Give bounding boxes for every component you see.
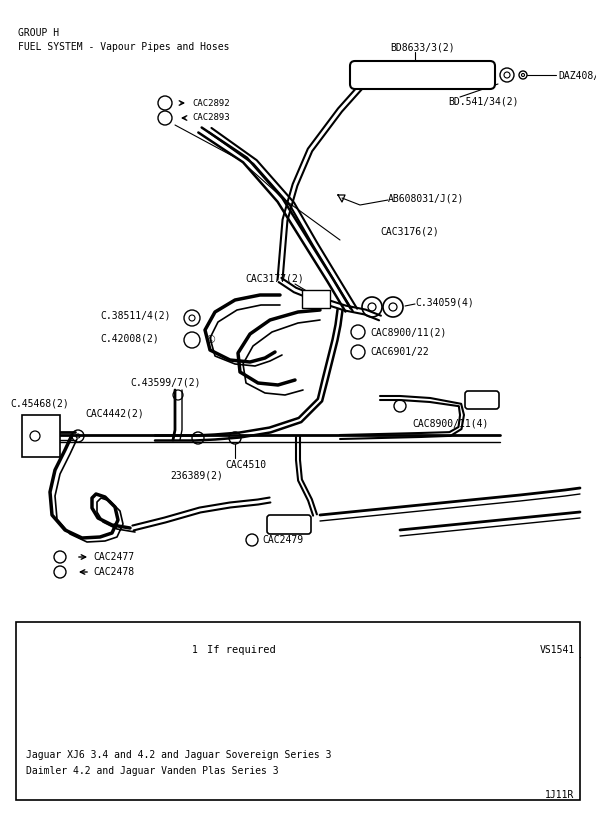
Text: CAC3177(2): CAC3177(2)	[245, 273, 304, 283]
Text: CAC2477: CAC2477	[93, 552, 134, 562]
Text: C.38511/4(2): C.38511/4(2)	[100, 310, 170, 320]
Text: CAC8900/11(2): CAC8900/11(2)	[370, 327, 446, 337]
Text: CAC2892: CAC2892	[192, 99, 229, 108]
Text: CAC4510: CAC4510	[225, 460, 266, 470]
Text: CAC3176(2): CAC3176(2)	[380, 226, 439, 236]
Text: CAC4442(2): CAC4442(2)	[85, 408, 144, 418]
Text: CAC2479: CAC2479	[262, 535, 303, 545]
Text: ①: ①	[205, 335, 215, 345]
Text: AB608031/J(2): AB608031/J(2)	[388, 193, 464, 203]
Text: 1: 1	[192, 645, 198, 655]
Bar	[302, 290, 330, 308]
Text: BD.541/34(2): BD.541/34(2)	[448, 97, 519, 107]
Text: C.34059(4): C.34059(4)	[415, 297, 474, 307]
Text: C.45468(2): C.45468(2)	[10, 398, 69, 408]
Bar	[22, 415, 60, 457]
Bar	[16, 622, 580, 800]
Text: 1J11R: 1J11R	[545, 790, 575, 800]
Text: CAC2893: CAC2893	[192, 113, 229, 122]
Text: FUEL SYSTEM - Vapour Pipes and Hoses: FUEL SYSTEM - Vapour Pipes and Hoses	[18, 42, 229, 52]
FancyBboxPatch shape	[350, 61, 495, 89]
Text: VS1541: VS1541	[540, 645, 575, 655]
Text: GROUP H: GROUP H	[18, 28, 59, 38]
Text: CAC6901/22: CAC6901/22	[370, 347, 429, 357]
Text: CAC2478: CAC2478	[93, 567, 134, 577]
Text: BD8633/3(2): BD8633/3(2)	[390, 42, 455, 52]
Text: If required: If required	[207, 645, 276, 655]
Text: Jaguar XJ6 3.4 and 4.2 and Jaguar Sovereign Series 3: Jaguar XJ6 3.4 and 4.2 and Jaguar Sovere…	[26, 750, 331, 760]
Text: DAZ408/8C(2): DAZ408/8C(2)	[558, 70, 596, 80]
Text: Daimler 4.2 and Jaguar Vanden Plas Series 3: Daimler 4.2 and Jaguar Vanden Plas Serie…	[26, 766, 278, 776]
Text: 236389(2): 236389(2)	[170, 470, 223, 480]
FancyBboxPatch shape	[267, 515, 311, 534]
FancyBboxPatch shape	[465, 391, 499, 409]
Text: CAC8900/11(4): CAC8900/11(4)	[412, 418, 488, 428]
Text: C.43599/7(2): C.43599/7(2)	[130, 377, 200, 387]
Text: C.42008(2): C.42008(2)	[100, 333, 159, 343]
